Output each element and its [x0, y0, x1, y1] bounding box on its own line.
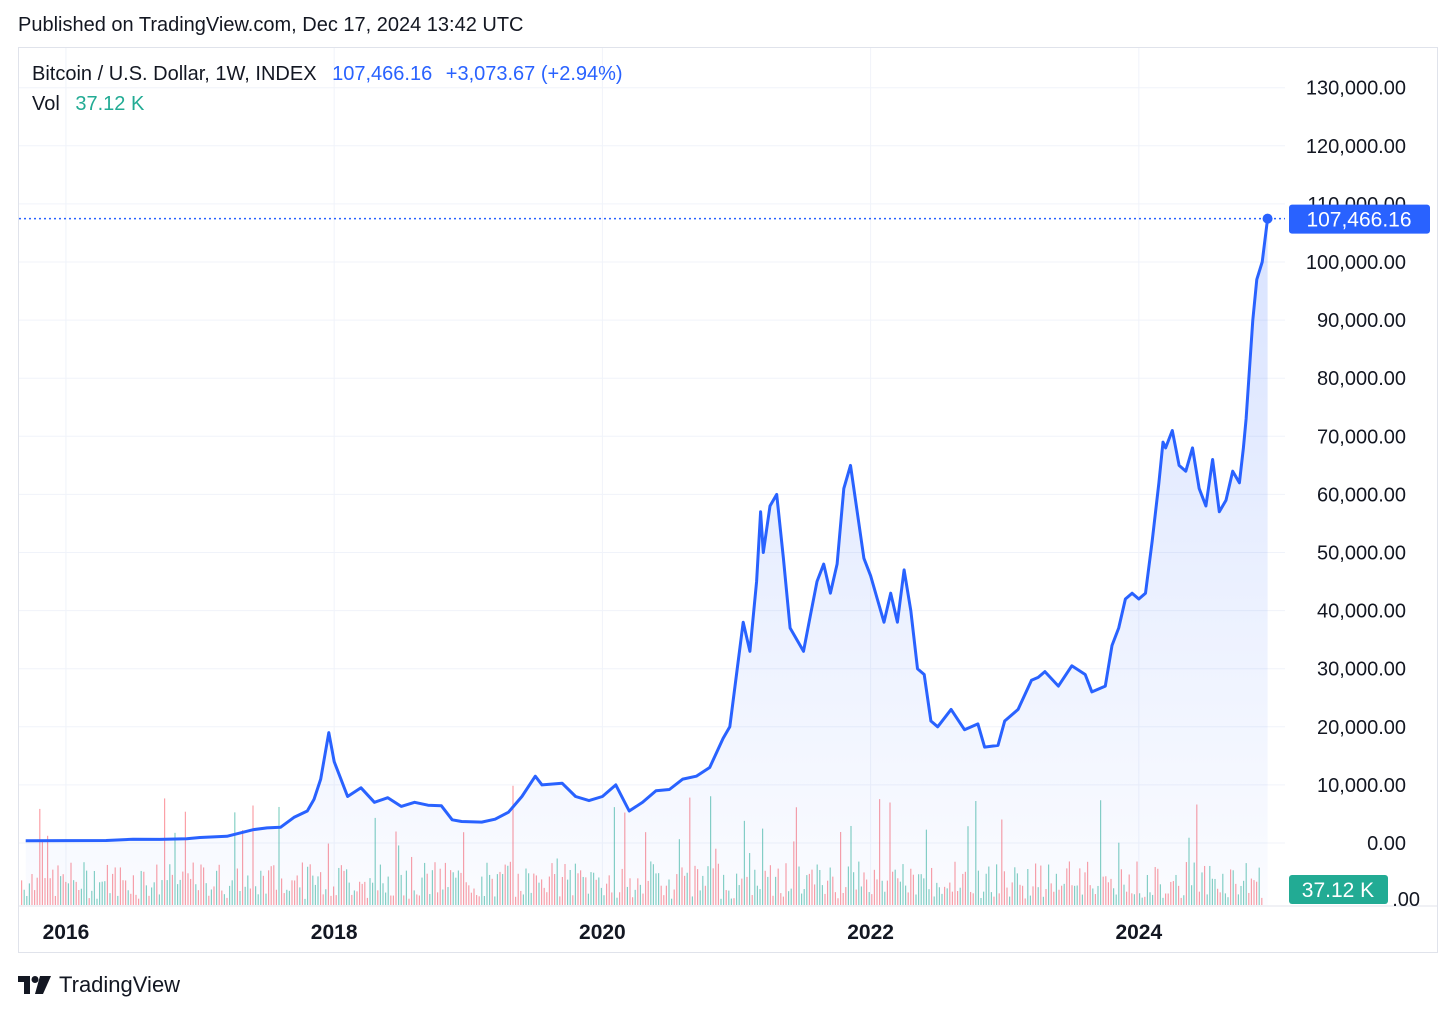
- y-tick-label: 10,000.00: [1317, 775, 1406, 797]
- price-area-fill: [25, 218, 1268, 905]
- x-tick-label: 2022: [847, 921, 894, 944]
- y-tick-label: 130,000.00: [1306, 78, 1406, 100]
- y-tick-label: 20,000.00: [1317, 717, 1406, 739]
- x-tick-label: 2016: [43, 921, 90, 944]
- last-price-dot: [1262, 213, 1273, 224]
- brand-name: TradingView: [59, 972, 181, 997]
- x-tick-label: 2018: [311, 921, 358, 944]
- y-tick-label: 90,000.00: [1317, 310, 1406, 332]
- y-tick-label: 70,000.00: [1317, 426, 1406, 448]
- price-change: +3,073.67 (+2.94%): [445, 63, 623, 85]
- last-volume-badge-label: 37.12 K: [1302, 879, 1374, 902]
- chart-frame: [18, 47, 1438, 953]
- y-tick-label: 120,000.00: [1306, 136, 1406, 158]
- y-tick-label: 80,000.00: [1317, 368, 1406, 390]
- x-tick-label: 2024: [1115, 921, 1162, 944]
- x-axis: 2016 2018 2020 2022 2024: [43, 921, 1163, 944]
- volume-bar: [23, 889, 25, 905]
- volume-label[interactable]: Vol: [32, 93, 60, 115]
- y-tick-label: 100,000.00: [1306, 252, 1406, 274]
- price-area: [25, 218, 1270, 905]
- symbol-name[interactable]: Bitcoin / U.S. Dollar, 1W, INDEX: [32, 63, 317, 85]
- footer-brand[interactable]: TradingView: [18, 972, 180, 998]
- y-axis: 130,000.00120,000.00110,000.00100,000.00…: [1306, 78, 1420, 911]
- tradingview-logo-icon: [18, 976, 51, 994]
- chart-marks: [19, 213, 1285, 224]
- x-tick-label: 2020: [579, 921, 626, 944]
- last-volume-badge: [1289, 875, 1388, 904]
- y-tick-label: 30,000.00: [1317, 659, 1406, 681]
- y-tick-label: 40,000.00: [1317, 601, 1406, 623]
- y-tick-label-partial: .00: [1392, 889, 1420, 911]
- y-tick-label: 60,000.00: [1317, 484, 1406, 506]
- y-tick-label: 50,000.00: [1317, 543, 1406, 565]
- y-tick-label: 0.00: [1367, 833, 1406, 855]
- symbol-legend: Bitcoin / U.S. Dollar, 1W, INDEX 107,466…: [32, 63, 623, 86]
- volume-bar: [21, 880, 23, 905]
- volume-value: 37.12 K: [75, 93, 145, 115]
- volume-legend: Vol 37.12 K: [32, 93, 144, 116]
- last-price-badge-label: 107,466.16: [1306, 209, 1411, 232]
- published-caption: Published on TradingView.com, Dec 17, 20…: [18, 14, 524, 36]
- price-line: [25, 218, 1270, 843]
- price-scale-labels: 107,466.16 37.12 K: [1289, 204, 1430, 904]
- last-price-badge: [1289, 204, 1430, 234]
- last-price: 107,466.16: [332, 63, 433, 85]
